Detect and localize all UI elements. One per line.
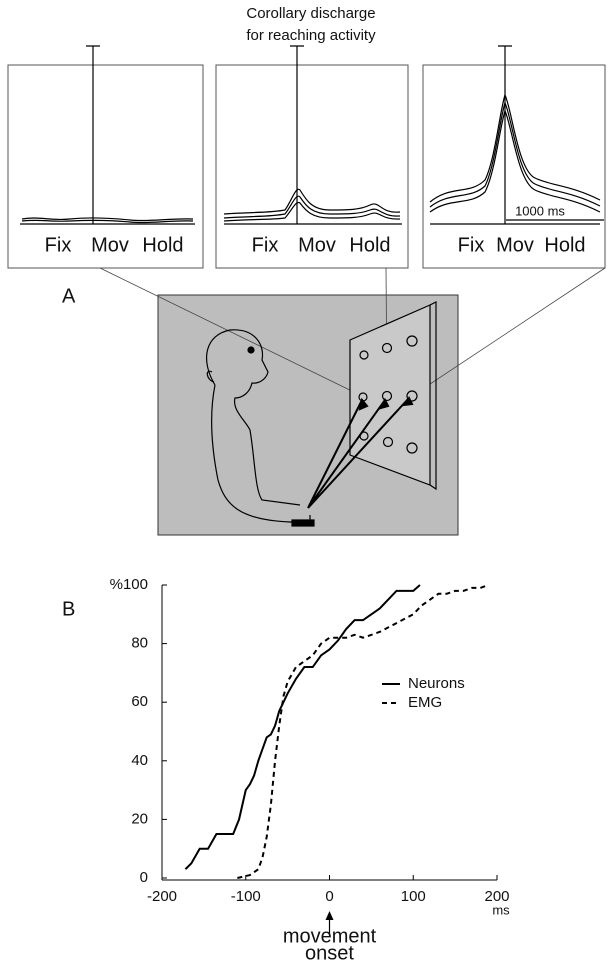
epoch-label: Mov <box>91 234 129 256</box>
legend-label: Neurons <box>408 675 465 692</box>
x-tick-label: 0 <box>325 888 333 905</box>
panel-letter: A <box>62 285 76 307</box>
epoch-label: Fix <box>252 234 279 256</box>
x-tick-label: -200 <box>147 888 177 905</box>
x-tick-label: -100 <box>231 888 261 905</box>
home-key <box>292 520 314 526</box>
title-line: Corollary discharge <box>246 5 375 22</box>
legend-label: EMG <box>408 694 442 711</box>
annotation: onset <box>305 942 354 961</box>
panel-labels: Fix Mov Hold Fix Mov Hold Fix Mov Hold <box>45 234 586 256</box>
page: {"figure":{"title_lines":["Corollary dis… <box>0 0 609 961</box>
figure: Corollary discharge for reaching activit… <box>0 0 609 961</box>
epoch-label: Hold <box>142 234 183 256</box>
scale-bar-label: 1000 ms <box>515 203 565 218</box>
epoch-label: Mov <box>496 234 534 256</box>
y-tick-label: 0 <box>140 869 148 886</box>
series-line <box>185 585 420 869</box>
epoch-label: Fix <box>458 234 485 256</box>
y-tick-label: 40 <box>131 752 148 769</box>
epoch-label: Fix <box>45 234 72 256</box>
annotation-arrowhead <box>326 911 334 920</box>
series-line <box>237 585 488 878</box>
title-line: for reaching activity <box>246 27 376 44</box>
epoch-label: Mov <box>298 234 336 256</box>
y-tick-label: 20 <box>131 810 148 827</box>
y-tick-label: %100 <box>110 576 148 593</box>
panel-letter: B <box>62 598 75 620</box>
epoch-label: Hold <box>349 234 390 256</box>
epoch-label: Hold <box>544 234 585 256</box>
x-unit: ms <box>492 902 510 917</box>
x-tick-label: 100 <box>401 888 426 905</box>
y-tick-label: 80 <box>131 635 148 652</box>
y-tick-label: 60 <box>131 693 148 710</box>
monkey-eye <box>248 347 254 353</box>
